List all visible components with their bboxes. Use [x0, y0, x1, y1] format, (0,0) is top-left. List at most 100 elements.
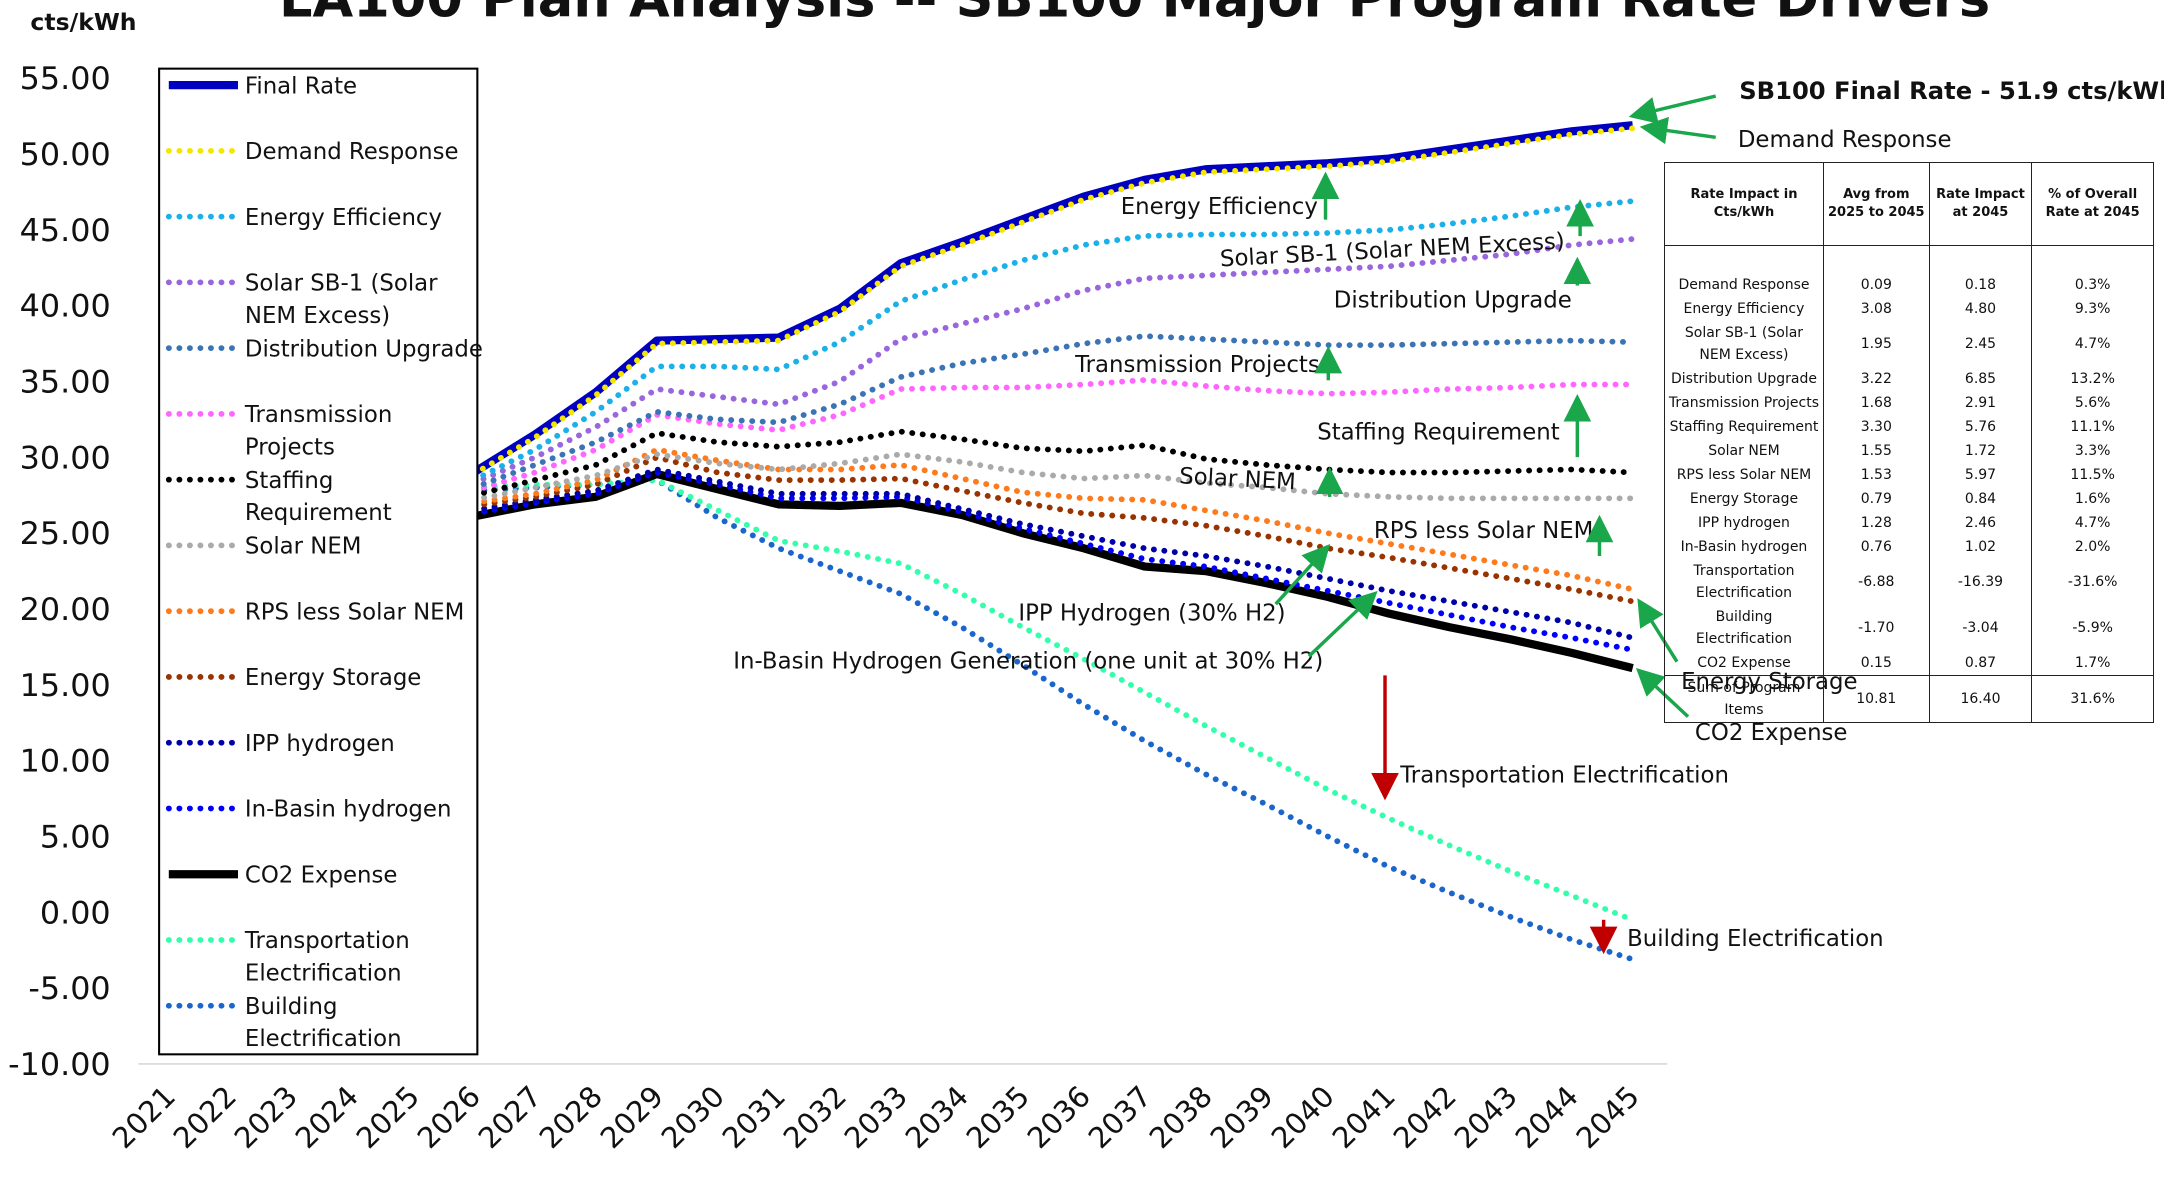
- table-cell: Solar NEM: [1664, 439, 1824, 463]
- x-tick-label: 2028: [533, 1079, 609, 1155]
- legend-box: [158, 67, 479, 1056]
- y-tick-label: 25.00: [20, 516, 111, 552]
- table-cell: 2.46: [1928, 511, 2032, 535]
- x-tick-label: 2036: [1021, 1079, 1097, 1155]
- x-tick-label: 2022: [167, 1079, 243, 1155]
- table-row: CO2 Expense 0.15 0.87 1.7%: [1664, 651, 2154, 676]
- table-cell: 3.3%: [2031, 439, 2154, 463]
- legend-label: In-Basin hydrogen: [245, 797, 452, 823]
- table-footer-cell: 31.6%: [2031, 675, 2154, 723]
- table-footer-cell: 10.81: [1822, 675, 1930, 723]
- y-tick-label: 35.00: [20, 365, 111, 401]
- series-line: [470, 198, 1636, 483]
- table-cell: 6.85: [1928, 367, 2032, 391]
- table-row: Staffing Requirement 3.30 5.76 11.1%: [1664, 415, 2154, 439]
- legend-label: IPP hydrogen: [245, 731, 395, 757]
- annotation: Transmission Projects: [1074, 352, 1320, 378]
- legend-label: Staffing Requirement: [245, 468, 392, 526]
- annotation-arrow: [1639, 116, 1716, 145]
- table-cell: -3.04: [1928, 605, 2032, 651]
- table-cell: 1.72: [1928, 439, 2032, 463]
- table-cell: 5.6%: [2031, 391, 2154, 415]
- legend-label: Demand Response: [245, 139, 459, 165]
- x-tick-label: 2042: [1387, 1079, 1463, 1155]
- y-tick-label: 10.00: [20, 744, 111, 780]
- x-tick-label: 2024: [289, 1079, 365, 1155]
- legend-label: Energy Efficiency: [245, 205, 442, 231]
- table-cell: 0.18: [1928, 245, 2032, 297]
- y-tick-label: 50.00: [20, 137, 111, 173]
- table-cell: 0.3%: [2031, 245, 2154, 297]
- y-tick-label: 55.00: [20, 61, 111, 97]
- annotation: SB100 Final Rate - 51.9 cts/kWh: [1739, 77, 2164, 105]
- table-cell: 3.30: [1822, 415, 1930, 439]
- x-tick-label: 2031: [716, 1079, 792, 1155]
- series-line: [470, 477, 1636, 923]
- series-line: [471, 121, 1634, 477]
- y-tick-label: -5.00: [28, 971, 110, 1007]
- x-tick-label: 2034: [899, 1079, 975, 1155]
- x-tick-label: 2025: [350, 1079, 426, 1155]
- table-cell: Building Electrification: [1664, 605, 1824, 651]
- legend-label: Distribution Upgrade: [245, 336, 483, 362]
- table-cell: 1.7%: [2031, 651, 2154, 676]
- table-cell: 4.7%: [2031, 511, 2154, 535]
- x-tick-label: 2043: [1448, 1079, 1524, 1155]
- table-cell: 5.76: [1928, 415, 2032, 439]
- table-cell: Staffing Requirement: [1664, 415, 1824, 439]
- series-line: [470, 466, 1636, 641]
- table-row: Distribution Upgrade 3.22 6.85 13.2%: [1664, 367, 2154, 391]
- table-cell: 0.79: [1822, 487, 1930, 511]
- table-cell: 0.84: [1928, 487, 2032, 511]
- x-tick-label: 2027: [472, 1079, 548, 1155]
- x-tick-label: 2026: [411, 1079, 487, 1155]
- annotation: In-Basin Hydrogen Generation (one unit a…: [733, 649, 1323, 675]
- y-tick-label: 40.00: [20, 289, 111, 325]
- table-cell: Energy Efficiency: [1664, 297, 1824, 321]
- table-row: Energy Storage 0.79 0.84 1.6%: [1664, 487, 2154, 511]
- x-tick-label: 2045: [1570, 1079, 1646, 1155]
- table-cell: 1.68: [1822, 391, 1930, 415]
- legend-label: Solar NEM: [245, 534, 362, 560]
- table-cell: 2.0%: [2031, 535, 2154, 559]
- legend-label: Final Rate: [245, 73, 357, 99]
- table-cell: Demand Response: [1664, 245, 1824, 297]
- table-cell: Transmission Projects: [1664, 391, 1824, 415]
- annotation: RPS less Solar NEM: [1374, 518, 1593, 544]
- table-cell: 11.1%: [2031, 415, 2154, 439]
- series-line: [472, 469, 1634, 673]
- y-tick-label: 5.00: [40, 820, 111, 856]
- annotation: Distribution Upgrade: [1334, 288, 1572, 314]
- table-cell: 0.15: [1822, 651, 1930, 676]
- table-header: Rate Impact in Cts/kWh Avg from 2025 to 2…: [1664, 162, 2154, 246]
- x-tick-label: 2040: [1265, 1079, 1341, 1155]
- table-cell: -16.39: [1928, 559, 2032, 605]
- y-tick-label: 0.00: [40, 895, 111, 931]
- x-tick-label: 2044: [1509, 1079, 1585, 1155]
- table-cell: 1.02: [1928, 535, 2032, 559]
- legend-label: RPS less Solar NEM: [245, 599, 464, 625]
- table-cell: In-Basin hydrogen: [1664, 535, 1824, 559]
- annotation: CO2 Expense: [1695, 720, 1848, 746]
- x-tick-label: 2035: [960, 1079, 1036, 1155]
- table-cell: -6.88: [1822, 559, 1930, 605]
- y-tick-label: 30.00: [20, 440, 111, 476]
- table-cell: Transportation Electrification: [1664, 559, 1824, 605]
- series-line: [470, 477, 1636, 963]
- table-cell: RPS less Solar NEM: [1664, 463, 1824, 487]
- table-cell: Distribution Upgrade: [1664, 367, 1824, 391]
- x-tick-label: 2032: [777, 1079, 853, 1155]
- table-cell: 0.76: [1822, 535, 1930, 559]
- table-cell: 1.95: [1822, 321, 1930, 367]
- x-tick-label: 2029: [594, 1079, 670, 1155]
- table-row: Transmission Projects 1.68 2.91 5.6%: [1664, 391, 2154, 415]
- series-line: [470, 454, 1636, 605]
- table-cell: -31.6%: [2031, 559, 2154, 605]
- table-row: Solar SB-1 (Solar NEM Excess) 1.95 2.45 4.7…: [1664, 321, 2154, 367]
- table-header-cell: % of Overall Rate at 2045: [2031, 162, 2154, 246]
- table-header-cell: Rate Impact at 2045: [1928, 162, 2032, 246]
- legend-label: Energy Storage: [245, 665, 421, 691]
- annotation: Energy Efficiency: [1121, 194, 1318, 220]
- rate-impact-table: Rate Impact in Cts/kWh Avg from 2025 to 2…: [1664, 162, 2154, 723]
- x-tick-label: 2023: [228, 1079, 304, 1155]
